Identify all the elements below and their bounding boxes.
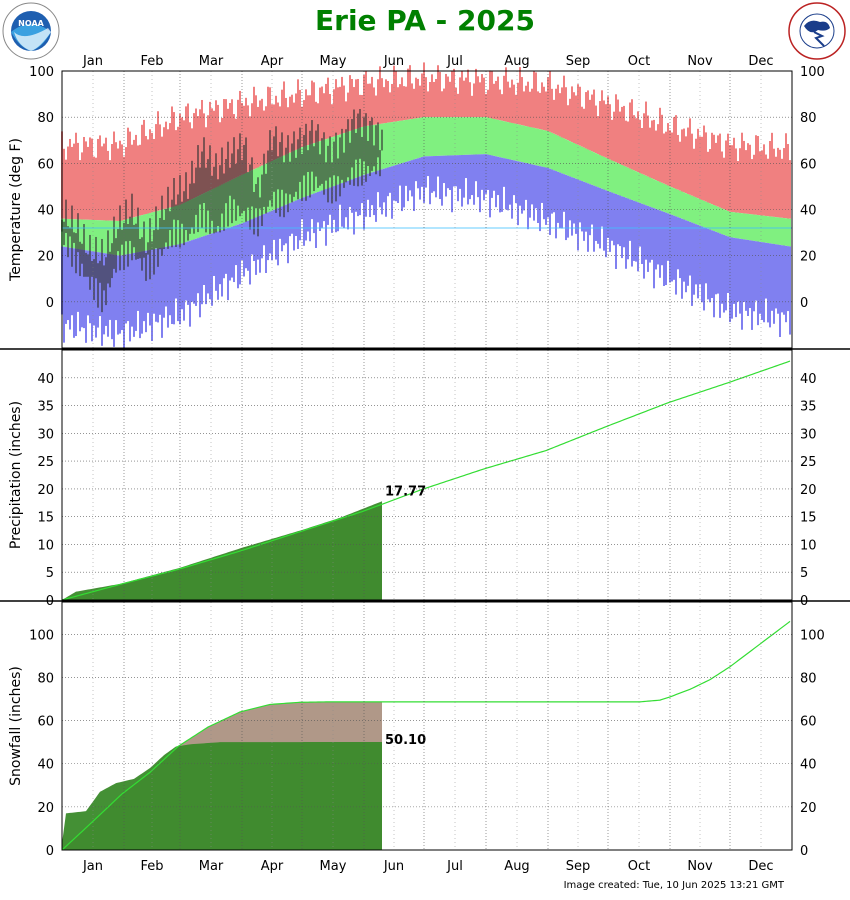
y-tick-label-left: 10 xyxy=(37,538,54,553)
y-tick-label-right: 80 xyxy=(800,111,817,126)
y-tick-label-left: 40 xyxy=(37,372,54,387)
y-tick-label-right: 100 xyxy=(800,65,825,80)
month-label-bottom: Jan xyxy=(82,859,103,874)
month-label-bottom: May xyxy=(320,859,347,874)
y-tick-label-left: 40 xyxy=(37,758,54,773)
y-tick-label-right: 10 xyxy=(800,538,817,553)
y-axis-label: Snowfall (inches) xyxy=(8,666,24,786)
y-tick-label-right: 20 xyxy=(800,483,817,498)
panel-frame xyxy=(61,70,793,349)
month-label-bottom: Nov xyxy=(687,859,713,874)
month-label-top: Jan xyxy=(82,54,103,69)
y-tick-label-left: 35 xyxy=(37,400,54,415)
y-tick-label-left: 0 xyxy=(46,296,54,311)
y-tick-label-right: 100 xyxy=(800,628,825,643)
month-label-bottom: Apr xyxy=(261,859,284,874)
y-tick-label-left: 5 xyxy=(46,566,54,581)
panel-frame xyxy=(61,601,793,851)
snow-total-label: 50.10 xyxy=(385,733,426,748)
month-label-bottom: Jul xyxy=(446,859,463,874)
y-tick-label-right: 0 xyxy=(800,844,808,859)
y-tick-label-right: 0 xyxy=(800,296,808,311)
month-label-top: Nov xyxy=(687,54,713,69)
month-label-top: Mar xyxy=(199,54,224,69)
precip-total-label: 17.77 xyxy=(385,484,426,499)
month-label-bottom: Jun xyxy=(383,859,404,874)
y-tick-label-right: 35 xyxy=(800,400,817,415)
month-label-top: Jun xyxy=(383,54,404,69)
y-tick-label-right: 40 xyxy=(800,758,817,773)
month-label-top: May xyxy=(320,54,347,69)
y-tick-label-left: 60 xyxy=(37,157,54,172)
y-tick-label-left: 40 xyxy=(37,204,54,219)
y-tick-label-right: 20 xyxy=(800,250,817,265)
y-tick-label-left: 15 xyxy=(37,511,54,526)
y-tick-label-left: 20 xyxy=(37,483,54,498)
month-label-bottom: Dec xyxy=(748,859,773,874)
y-tick-label-left: 60 xyxy=(37,715,54,730)
footer-timestamp: Image created: Tue, 10 Jun 2025 13:21 GM… xyxy=(563,880,784,891)
y-tick-label-left: 20 xyxy=(37,250,54,265)
month-label-bottom: Feb xyxy=(140,859,163,874)
y-tick-label-right: 20 xyxy=(800,801,817,816)
y-axis-label: Precipitation (inches) xyxy=(8,401,24,549)
y-tick-label-left: 30 xyxy=(37,427,54,442)
month-label-top: Jul xyxy=(446,54,463,69)
y-tick-label-left: 80 xyxy=(37,111,54,126)
page-title: Erie PA - 2025 xyxy=(315,4,535,37)
y-tick-label-left: 100 xyxy=(29,628,54,643)
month-label-top: Apr xyxy=(261,54,284,69)
y-tick-label-right: 80 xyxy=(800,671,817,686)
month-label-top: Feb xyxy=(140,54,163,69)
y-tick-label-right: 25 xyxy=(800,455,817,470)
y-tick-label-right: 40 xyxy=(800,204,817,219)
svg-text:NOAA: NOAA xyxy=(18,19,44,28)
y-tick-label-left: 80 xyxy=(37,671,54,686)
y-tick-label-right: 60 xyxy=(800,715,817,730)
normal-accum-line xyxy=(61,360,791,601)
month-label-top: Aug xyxy=(504,54,529,69)
y-tick-label-right: 15 xyxy=(800,511,817,526)
y-tick-label-right: 60 xyxy=(800,157,817,172)
nws-logo-icon xyxy=(788,2,846,60)
month-label-top: Sep xyxy=(566,54,591,69)
y-axis-label: Temperature (deg F) xyxy=(8,138,24,282)
y-tick-label-left: 100 xyxy=(29,65,54,80)
y-tick-label-left: 0 xyxy=(46,844,54,859)
y-tick-label-right: 40 xyxy=(800,372,817,387)
y-tick-label-left: 20 xyxy=(37,801,54,816)
y-tick-label-right: 30 xyxy=(800,427,817,442)
normal-accum-line xyxy=(61,620,791,851)
panel-frame xyxy=(61,349,793,601)
month-label-bottom: Oct xyxy=(628,859,650,874)
observed-accum-area xyxy=(62,741,382,850)
y-tick-label-right: 5 xyxy=(800,566,808,581)
observed-accum-area xyxy=(62,501,382,600)
month-label-bottom: Sep xyxy=(566,859,591,874)
month-label-bottom: Mar xyxy=(199,859,224,874)
month-label-bottom: Aug xyxy=(504,859,529,874)
noaa-logo-icon: NOAA xyxy=(2,2,60,60)
month-label-top: Dec xyxy=(748,54,773,69)
y-tick-label-left: 25 xyxy=(37,455,54,470)
month-label-top: Oct xyxy=(628,54,650,69)
